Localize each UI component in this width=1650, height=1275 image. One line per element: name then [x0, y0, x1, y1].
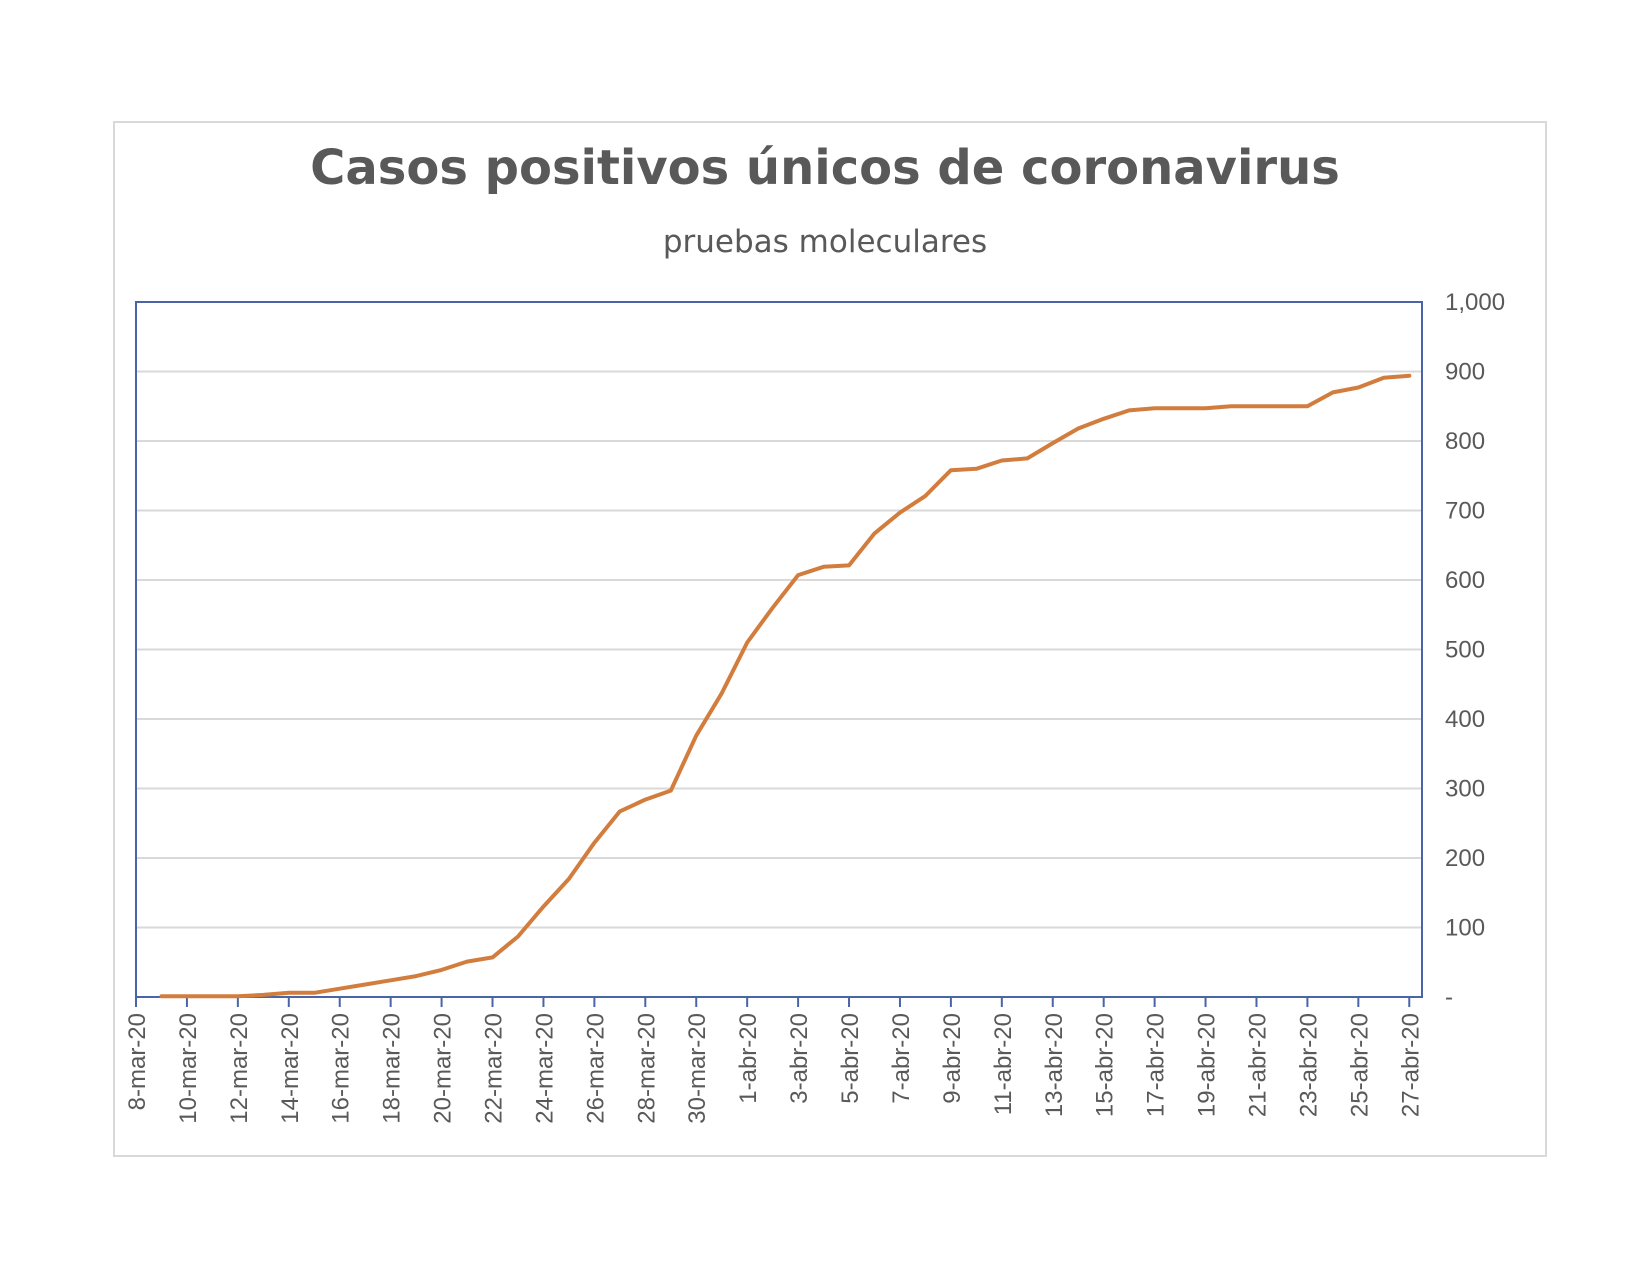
x-tick-label: 12-mar-20	[226, 1013, 253, 1124]
chart-frame	[113, 121, 1547, 1157]
y-tick-label: 600	[1445, 567, 1485, 594]
y-tick-label: 700	[1445, 498, 1485, 525]
x-tick-label: 23-abr-20	[1295, 1013, 1322, 1117]
plot-area-border	[135, 301, 1423, 998]
x-tick-label: 30-mar-20	[684, 1013, 711, 1124]
x-tick-label: 20-mar-20	[430, 1013, 457, 1124]
x-tick-label: 11-abr-20	[990, 1013, 1017, 1115]
y-tick-label: 800	[1445, 428, 1485, 455]
y-tick-label: 300	[1445, 776, 1485, 803]
x-tick-label: 15-abr-20	[1092, 1013, 1119, 1117]
y-tick-label: 400	[1445, 706, 1485, 733]
chart-subtitle: pruebas moleculares	[662, 224, 988, 260]
y-tick-label: -	[1445, 984, 1453, 1011]
y-axis-ticks: - 100 200 300 400 500 600 700 800 900 1,000	[1445, 289, 1505, 1011]
x-tick-label: 7-abr-20	[888, 1013, 915, 1104]
gridlines	[136, 370, 1422, 929]
x-tick-label: 17-abr-20	[1143, 1013, 1170, 1117]
x-tick-label: 1-abr-20	[735, 1013, 762, 1104]
y-tick-label: 1,000	[1445, 289, 1505, 316]
y-tick-label: 900	[1445, 359, 1485, 386]
x-tick-label: 18-mar-20	[379, 1013, 406, 1124]
x-tick-label: 28-mar-20	[633, 1013, 660, 1124]
series-line	[159, 373, 1412, 999]
y-tick-label: 200	[1445, 845, 1485, 872]
x-tick-label: 19-abr-20	[1194, 1013, 1221, 1117]
x-tick-label: 22-mar-20	[481, 1013, 508, 1124]
x-axis-ticks: 8-mar-20 10-mar-20 12-mar-20 14-mar-20 16-ma…	[124, 997, 1424, 1124]
x-tick-label: 16-mar-20	[328, 1013, 355, 1124]
x-tick-label: 8-mar-20	[124, 1013, 151, 1110]
chart-title: Casos positivos únicos de coronavirus	[310, 140, 1340, 196]
x-tick-label: 5-abr-20	[837, 1013, 864, 1104]
y-tick-label: 500	[1445, 637, 1485, 664]
x-tick-label: 14-mar-20	[277, 1013, 304, 1124]
x-tick-label: 27-abr-20	[1397, 1013, 1424, 1117]
x-tick-label: 25-abr-20	[1346, 1013, 1373, 1117]
y-tick-label: 100	[1445, 915, 1485, 942]
x-tick-label: 9-abr-20	[939, 1013, 966, 1104]
x-tick-label: 21-abr-20	[1244, 1013, 1271, 1117]
x-tick-label: 13-abr-20	[1041, 1013, 1068, 1117]
series-layer	[159, 373, 1412, 999]
x-tick-label: 3-abr-20	[786, 1013, 813, 1104]
x-tick-label: 10-mar-20	[175, 1013, 202, 1124]
x-tick-label: 26-mar-20	[582, 1013, 609, 1124]
x-tick-label: 24-mar-20	[531, 1013, 558, 1124]
